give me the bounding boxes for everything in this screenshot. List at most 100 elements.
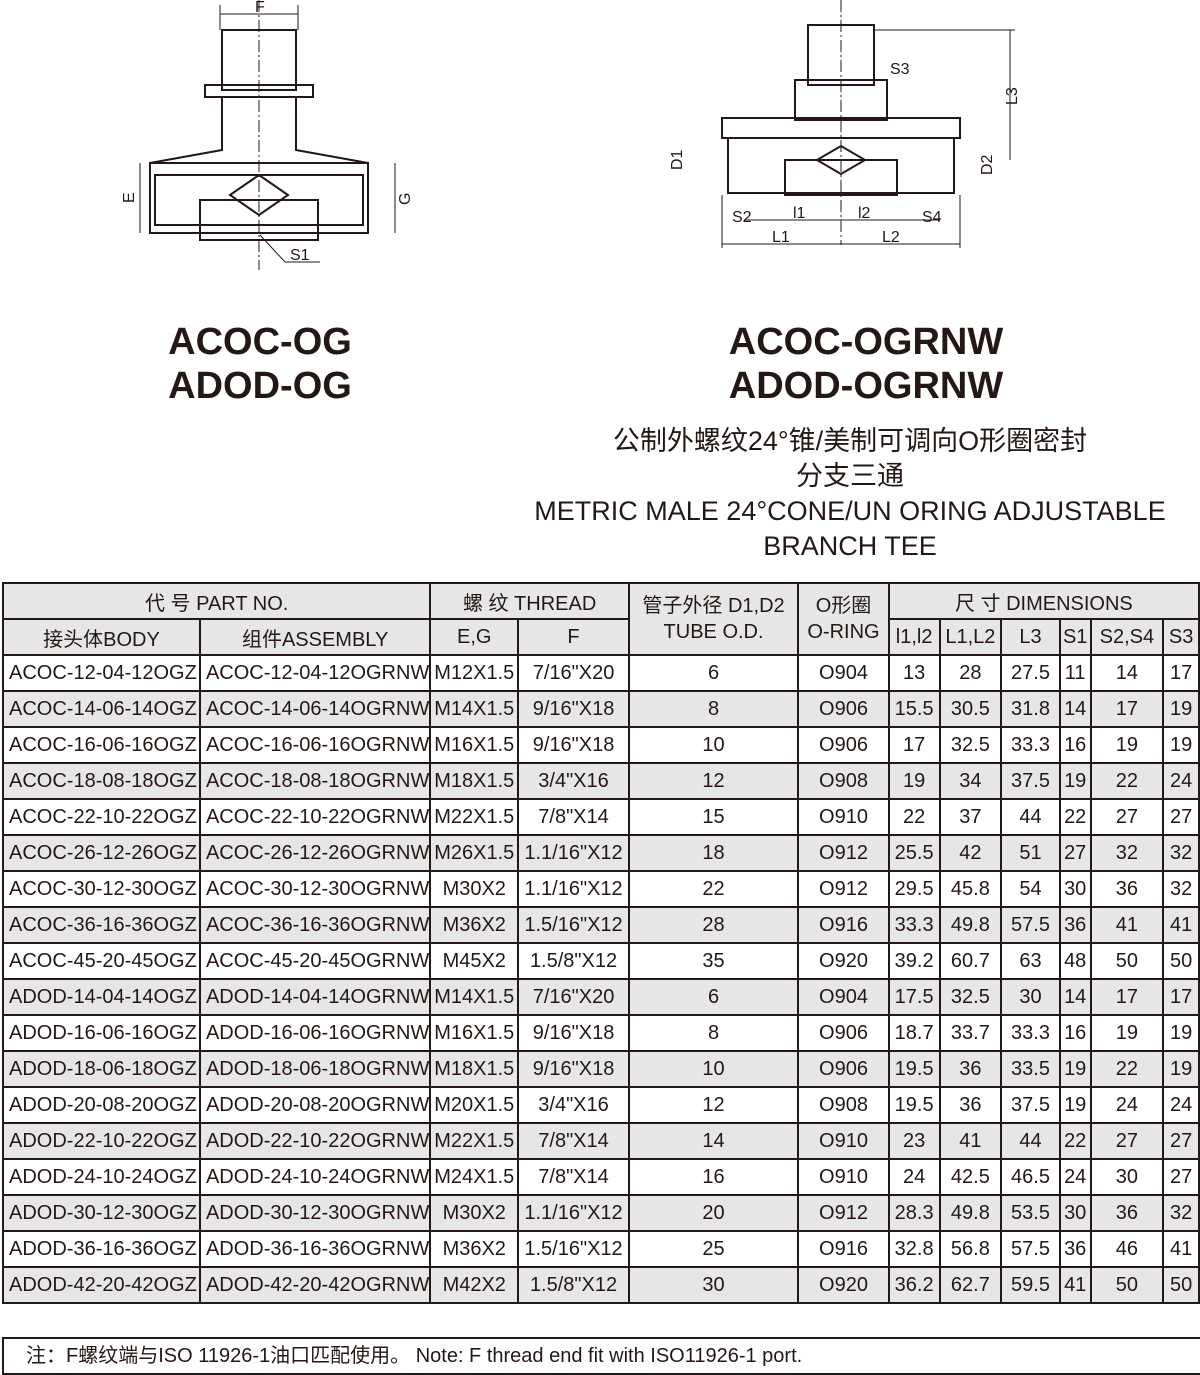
- cell-S1: 14: [1058, 690, 1092, 728]
- cell-S1: 19: [1058, 762, 1092, 800]
- cell-assembly: ACOC-12-04-12OGRNW: [198, 654, 432, 692]
- header-oring-cn: O形圈: [815, 595, 872, 617]
- cell-L1L2: 60.7: [938, 942, 1003, 980]
- cell-thread-eg: M14X1.5: [429, 690, 520, 728]
- cell-body: ACOC-36-16-36OGZ: [2, 906, 201, 944]
- table-row: ADOD-20-08-20OGZ ADOD-20-08-20OGRNW M20X1.…: [2, 1086, 1200, 1124]
- cell-l1l2: 24: [887, 1158, 941, 1196]
- table-row: ACOC-26-12-26OGZ ACOC-26-12-26OGRNW M26X1.…: [2, 834, 1200, 872]
- cell-tube-od: 25: [627, 1230, 800, 1268]
- cell-tube-od: 10: [627, 726, 800, 764]
- cell-thread-f: 3/4"X16: [517, 762, 630, 800]
- cell-l1l2: 17.5: [887, 978, 941, 1016]
- table-row: ADOD-22-10-22OGZ ADOD-22-10-22OGRNW M22X1.…: [2, 1122, 1200, 1160]
- cell-thread-f: 7/8"X14: [517, 1122, 630, 1160]
- header-S2S4: S2,S4: [1089, 618, 1165, 656]
- cell-l1l2: 28.3: [887, 1194, 941, 1232]
- cell-body: ADOD-42-20-42OGZ: [2, 1266, 201, 1304]
- cell-S1: 11: [1058, 654, 1092, 692]
- cell-S3: 17: [1162, 978, 1200, 1016]
- cell-L1L2: 32.5: [938, 978, 1003, 1016]
- cell-l1l2: 19.5: [887, 1050, 941, 1088]
- cell-L3: 63: [1000, 942, 1061, 980]
- cell-body: ADOD-24-10-24OGZ: [2, 1158, 201, 1196]
- cell-oring: O906: [797, 1050, 890, 1088]
- cell-tube-od: 12: [627, 762, 800, 800]
- product-description: 公制外螺纹24°锥/美制可调向O形圈密封 分支三通 METRIC MALE 24…: [500, 424, 1200, 564]
- cell-assembly: ACOC-18-08-18OGRNW: [198, 762, 432, 800]
- cell-oring: O908: [797, 1086, 890, 1124]
- table-row: ADOD-14-04-14OGZ ADOD-14-04-14OGRNW M14X1.…: [2, 978, 1200, 1016]
- table-row: ADOD-16-06-16OGZ ADOD-16-06-16OGRNW M16X1.…: [2, 1014, 1200, 1052]
- cell-S2S4: 14: [1089, 654, 1165, 692]
- cell-oring: O916: [797, 906, 890, 944]
- cell-body: ACOC-30-12-30OGZ: [2, 870, 201, 908]
- cell-body: ADOD-18-06-18OGZ: [2, 1050, 201, 1088]
- cell-tube-od: 6: [627, 978, 800, 1016]
- cell-thread-f: 9/16"X18: [517, 690, 630, 728]
- header-part-no: 代 号 PART NO.: [1, 582, 432, 620]
- cell-L1L2: 37: [938, 798, 1003, 836]
- label-S3: S3: [890, 61, 910, 78]
- cell-body: ACOC-45-20-45OGZ: [2, 942, 201, 980]
- cell-S1: 48: [1058, 942, 1092, 980]
- model-code: ADOD-OG: [168, 365, 352, 407]
- cell-body: ACOC-12-04-12OGZ: [2, 654, 201, 692]
- cell-S2S4: 19: [1089, 1014, 1165, 1052]
- cell-L1L2: 34: [938, 762, 1003, 800]
- cell-thread-f: 7/16"X20: [517, 978, 630, 1016]
- table-row: ACOC-18-08-18OGZ ACOC-18-08-18OGRNW M18X1.…: [2, 762, 1200, 800]
- cell-L1L2: 49.8: [938, 906, 1003, 944]
- cell-thread-eg: M12X1.5: [429, 654, 520, 692]
- header-S1: S1: [1058, 618, 1092, 656]
- cell-S1: 30: [1058, 870, 1092, 908]
- cell-tube-od: 14: [627, 1122, 800, 1160]
- cell-S3: 32: [1162, 870, 1200, 908]
- cell-S3: 19: [1162, 1014, 1200, 1052]
- cell-S3: 17: [1162, 654, 1200, 692]
- cell-S3: 19: [1162, 726, 1200, 764]
- cell-assembly: ADOD-20-08-20OGRNW: [198, 1086, 432, 1124]
- cell-S3: 27: [1162, 1122, 1200, 1160]
- header-l1l2: l1,l2: [887, 618, 941, 656]
- cell-body: ADOD-20-08-20OGZ: [2, 1086, 201, 1124]
- cell-S2S4: 36: [1089, 870, 1165, 908]
- cell-body: ADOD-36-16-36OGZ: [2, 1230, 201, 1268]
- model-code: ACOC-OGRNW: [728, 321, 1004, 363]
- header-dimensions: 尺 寸 DIMENSIONS: [887, 582, 1200, 620]
- cell-thread-f: 1.1/16"X12: [517, 1194, 630, 1232]
- label-G: G: [397, 193, 414, 205]
- cell-thread-f: 9/16"X18: [517, 1014, 630, 1052]
- cell-body: ADOD-14-04-14OGZ: [2, 978, 201, 1016]
- cell-S2S4: 50: [1089, 942, 1165, 980]
- table-body: ACOC-12-04-12OGZ ACOC-12-04-12OGRNW M12X1.…: [2, 654, 1200, 1304]
- cell-oring: O904: [797, 654, 890, 692]
- cell-assembly: ACOC-30-12-30OGRNW: [198, 870, 432, 908]
- cell-S2S4: 17: [1089, 690, 1165, 728]
- cell-l1l2: 25.5: [887, 834, 941, 872]
- cell-oring: O906: [797, 726, 890, 764]
- cell-L1L2: 56.8: [938, 1230, 1003, 1268]
- cell-tube-od: 16: [627, 1158, 800, 1196]
- cell-L3: 59.5: [1000, 1266, 1061, 1304]
- cell-S2S4: 27: [1089, 798, 1165, 836]
- model-codes-right: ACOC-OGRNW ADOD-OGRNW: [666, 320, 1066, 408]
- cell-S2S4: 17: [1089, 978, 1165, 1016]
- table-row: ACOC-36-16-36OGZ ACOC-36-16-36OGRNW M36X2 1…: [2, 906, 1200, 944]
- cell-tube-od: 35: [627, 942, 800, 980]
- table-row: ACOC-14-06-14OGZ ACOC-14-06-14OGRNW M14X1.…: [2, 690, 1200, 728]
- cell-L3: 44: [1000, 798, 1061, 836]
- cell-L3: 53.5: [1000, 1194, 1061, 1232]
- cell-thread-f: 1.1/16"X12: [517, 870, 630, 908]
- cell-S2S4: 22: [1089, 762, 1165, 800]
- cell-S1: 22: [1058, 1122, 1092, 1160]
- table-row: ADOD-30-12-30OGZ ADOD-30-12-30OGRNW M30X2 1…: [2, 1194, 1200, 1232]
- cell-thread-eg: M24X1.5: [429, 1158, 520, 1196]
- label-S4: S4: [922, 209, 942, 226]
- cell-oring: O912: [797, 834, 890, 872]
- cell-thread-eg: M36X2: [429, 906, 520, 944]
- cell-S1: 41: [1058, 1266, 1092, 1304]
- header-thread: 螺 纹 THREAD: [429, 582, 630, 620]
- drawing-og-tee: F E G S1: [121, 0, 414, 270]
- cell-S2S4: 41: [1089, 906, 1165, 944]
